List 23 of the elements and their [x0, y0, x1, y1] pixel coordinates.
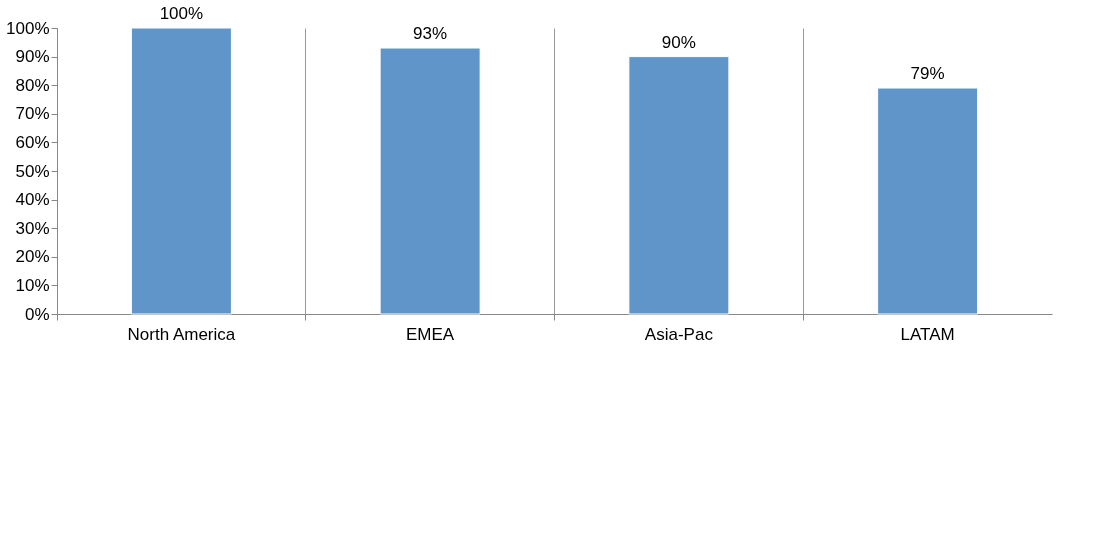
y-tick-label: 10% — [15, 275, 50, 295]
x-tick-label: Asia-Pac — [644, 324, 714, 344]
y-tick-label: 100% — [6, 18, 50, 38]
data-label: 90% — [661, 32, 696, 52]
y-tick-label: 60% — [15, 132, 50, 152]
y-tick-label: 90% — [15, 47, 50, 67]
x-tick-label: North America — [127, 324, 236, 344]
bar — [628, 56, 730, 315]
bar — [379, 47, 481, 315]
data-label: 100% — [159, 4, 204, 23]
y-tick-label: 20% — [15, 247, 50, 267]
y-tick-label: 40% — [15, 190, 50, 210]
data-label: 93% — [413, 24, 448, 44]
x-tick-label: EMEA — [406, 324, 455, 344]
bar — [130, 27, 232, 315]
y-tick-label: 30% — [15, 218, 50, 238]
data-label: 79% — [910, 64, 945, 84]
y-tick-label: 80% — [15, 75, 50, 95]
bar — [877, 87, 979, 315]
y-tick-label: 0% — [24, 304, 50, 324]
x-tick-label: LATAM — [900, 324, 955, 344]
y-tick-label: 70% — [15, 104, 50, 124]
y-tick-label: 50% — [15, 161, 50, 181]
